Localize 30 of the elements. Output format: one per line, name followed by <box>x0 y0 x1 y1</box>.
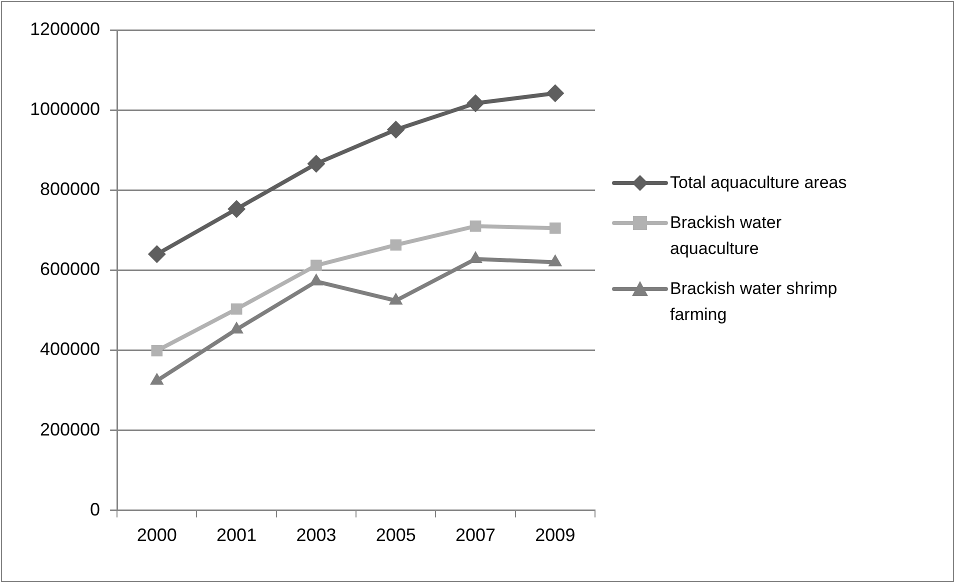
point <box>230 303 242 315</box>
y-tick-label: 600000 <box>40 259 100 280</box>
x-tick-label: 2007 <box>455 525 496 546</box>
point <box>148 245 166 264</box>
legend-label: Brackish water shrimp farming <box>670 278 838 326</box>
y-tick-label: 1200000 <box>30 18 100 39</box>
y-tick-label: 1000000 <box>30 99 100 120</box>
x-tick-label: 2000 <box>136 525 177 546</box>
legend-label: Total aquaculture areas <box>670 172 848 194</box>
point <box>307 154 326 173</box>
x-tick-label: 2001 <box>216 525 257 546</box>
y-tick-label: 0 <box>90 499 100 520</box>
y-tick-label: 400000 <box>40 339 100 360</box>
x-tick-label: 2009 <box>535 525 576 546</box>
x-tick-label: 2003 <box>296 525 336 546</box>
y-tick-label: 800000 <box>40 179 100 200</box>
point <box>386 120 405 139</box>
point <box>466 94 485 112</box>
point <box>228 200 246 218</box>
point <box>390 239 402 251</box>
legend-label: Brackish water aquaculture <box>670 212 782 260</box>
point <box>150 372 164 385</box>
point <box>550 222 561 234</box>
y-tick-label: 200000 <box>40 419 100 440</box>
point <box>151 345 163 356</box>
point <box>388 292 403 305</box>
point <box>310 260 322 272</box>
point <box>546 84 564 102</box>
point <box>470 220 482 232</box>
x-tick-label: 2005 <box>376 525 416 546</box>
